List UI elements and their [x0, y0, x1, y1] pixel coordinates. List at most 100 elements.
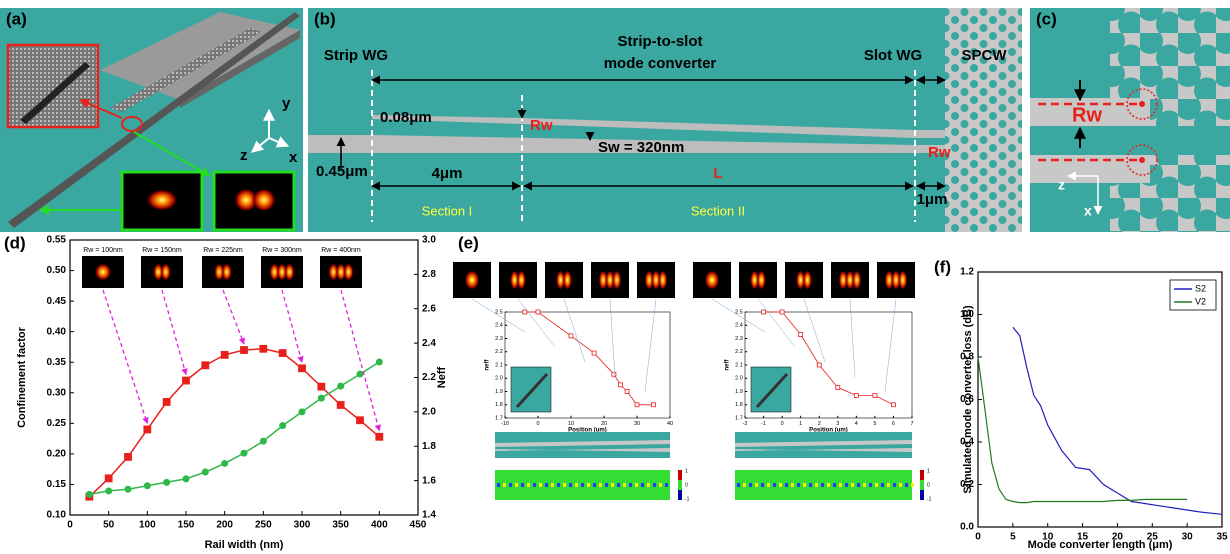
- point: [162, 398, 171, 406]
- field-ripple: [575, 483, 578, 487]
- x-tick-label: 6: [892, 421, 895, 427]
- point: [535, 309, 541, 315]
- point: [298, 364, 306, 373]
- y-tick-label: 0.0: [960, 522, 974, 533]
- annotation: Rw = 225nm: [203, 247, 243, 254]
- guide-line: [849, 298, 856, 378]
- inset-zoom: [6, 43, 100, 129]
- mode-spot: [796, 269, 806, 291]
- field-ripple: [767, 483, 770, 487]
- field-ripple: [905, 483, 908, 487]
- field-ripple: [617, 483, 620, 487]
- field-ripple: [875, 483, 878, 487]
- x-tick-label: 350: [332, 520, 349, 531]
- field-ripple: [803, 483, 806, 487]
- field-ripple: [557, 483, 560, 487]
- y-tick-label: 2.2: [495, 349, 503, 355]
- y-tick-label: 2.0: [735, 376, 743, 382]
- y2-tick-label: 1.4: [422, 510, 436, 521]
- y-tick-label: 0.25: [47, 418, 67, 429]
- x-tick-label: 20: [601, 421, 607, 427]
- field-ripple: [791, 483, 794, 487]
- mode-spot: [605, 269, 615, 291]
- point: [201, 361, 210, 370]
- y-tick-label: 2.4: [735, 323, 743, 329]
- y2-tick-label: 2.0: [422, 407, 436, 418]
- x-tick-label: 20: [1112, 532, 1124, 543]
- point: [317, 394, 325, 402]
- field-ripple: [521, 483, 524, 487]
- phc-region: [110, 28, 262, 112]
- x-tick-label: 0: [781, 421, 784, 427]
- slot-rail: [372, 115, 945, 138]
- rail: [1030, 98, 1150, 126]
- point: [298, 408, 306, 416]
- series-line: [89, 361, 380, 496]
- point: [853, 393, 859, 398]
- point: [761, 309, 766, 315]
- structure-rail: [495, 448, 670, 452]
- y-tick-label: 0.45: [47, 296, 67, 307]
- x-tick-label: 100: [139, 520, 156, 531]
- inset-slot: [20, 62, 90, 124]
- point: [835, 385, 841, 390]
- field-ripple: [761, 483, 764, 487]
- guide-line: [609, 298, 616, 378]
- y-tick-label: 2.0: [495, 376, 503, 382]
- mode-spot: [335, 263, 347, 281]
- y-tick-label: 0.10: [47, 510, 67, 521]
- field-ripple: [665, 483, 668, 487]
- point: [85, 490, 93, 498]
- x-tick-label: 40: [667, 421, 673, 427]
- x-tick-label: 200: [216, 520, 233, 531]
- mode-spot: [94, 263, 112, 281]
- y-tick-label: 1.7: [735, 415, 743, 421]
- y2-tick-label: 2.4: [422, 338, 436, 349]
- point: [872, 393, 878, 398]
- field-ripple: [911, 483, 914, 487]
- x-tick-label: 2: [818, 421, 821, 427]
- y-tick-label: 0.8: [960, 352, 974, 363]
- x-tick-label: 150: [178, 520, 195, 531]
- mode-spot: [802, 269, 812, 291]
- x-tick-label: -1: [761, 421, 766, 427]
- x-tick-label: 50: [103, 520, 115, 531]
- field-ripple: [503, 483, 506, 487]
- panel-label: (b): [314, 9, 336, 28]
- point: [143, 425, 152, 434]
- panel-label: (e): [458, 233, 479, 252]
- mode-spot: [153, 263, 164, 281]
- field-ripple: [515, 483, 518, 487]
- mode-spot: [343, 263, 354, 281]
- field-ripple: [635, 483, 638, 487]
- colorbar-mid: [678, 480, 682, 490]
- y-tick-label: 2.2: [735, 349, 743, 355]
- point: [356, 370, 364, 378]
- point: [336, 401, 345, 409]
- point: [279, 422, 287, 430]
- colorbar-label: -1: [927, 496, 932, 502]
- annotation: Rw = 100nm: [83, 247, 123, 254]
- zoom-ring: [121, 116, 143, 132]
- field-ripple: [779, 483, 782, 487]
- mode-spot: [644, 269, 654, 291]
- field-ripple: [563, 483, 566, 487]
- axis-label: z: [240, 147, 248, 164]
- axis-arrow: [251, 137, 270, 153]
- mode-spot: [516, 269, 526, 291]
- field-ripple: [545, 483, 548, 487]
- colorbar-mid: [920, 480, 924, 490]
- y-tick-label: 0.35: [47, 357, 67, 368]
- field-ripple: [611, 483, 614, 487]
- annotation: Rw = 400nm: [321, 247, 361, 254]
- panel-label: (f): [934, 257, 951, 276]
- y-tick-label: 2.3: [495, 336, 503, 342]
- dimension-arrows: [336, 75, 946, 191]
- field-ripple: [833, 483, 836, 487]
- point: [891, 402, 896, 408]
- dot: [1139, 157, 1145, 163]
- y-tick-label: 2.1: [735, 362, 743, 368]
- y2-axis-title: Neff: [436, 366, 448, 388]
- field-ripple: [821, 483, 824, 487]
- dimension: 4μm: [432, 165, 463, 182]
